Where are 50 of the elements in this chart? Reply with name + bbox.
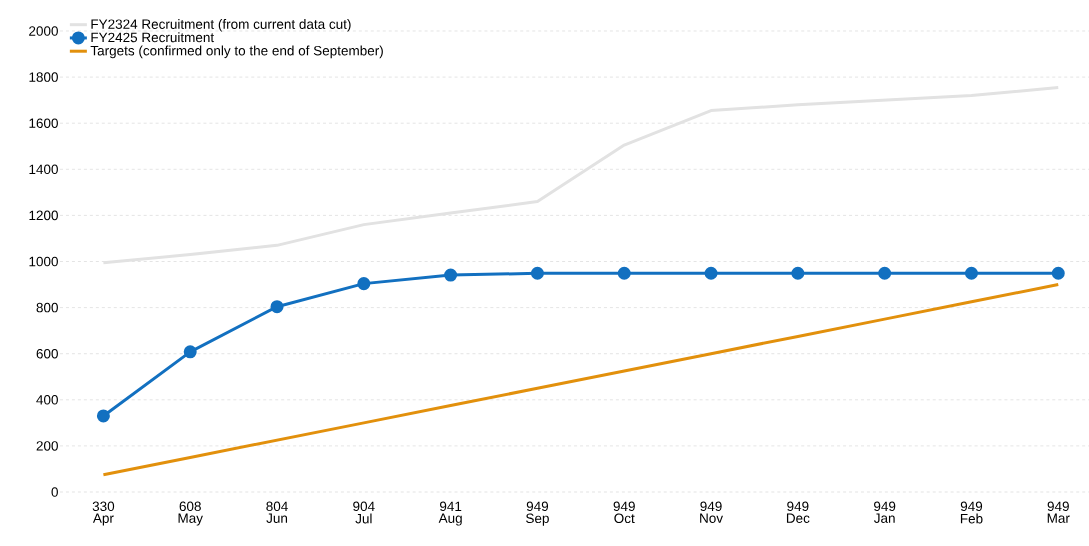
x-tick-label: Oct	[614, 513, 635, 524]
point	[270, 300, 284, 314]
data-label: 949	[700, 501, 722, 512]
point	[878, 266, 892, 280]
x-tick-label: Jul	[355, 513, 372, 524]
x-tick-label: Apr	[92, 513, 114, 526]
x-tick-label: Nov	[700, 513, 723, 523]
x-tick-label: Jan	[874, 513, 895, 523]
point	[183, 345, 197, 359]
point	[530, 266, 544, 280]
data-label: 804	[266, 501, 288, 512]
legend-label: FY2324 Recruitment (from current data cut)	[91, 19, 351, 32]
x-tick-label: Feb	[960, 513, 983, 524]
y-tick-label: 1000	[29, 256, 58, 267]
legend-label: Targets (confirmed only to the end of September)	[90, 45, 383, 59]
data-label: 949	[1047, 501, 1069, 512]
point	[964, 266, 978, 280]
y-tick-label: 1600	[29, 118, 58, 128]
x-tick-label: Sep	[526, 513, 549, 526]
data-label: 330	[92, 501, 115, 512]
data-label: 941	[440, 501, 462, 512]
data-label: 949	[787, 501, 809, 512]
y-tick-label: 1400	[29, 164, 58, 175]
y-tick-label: 600	[36, 348, 58, 359]
point	[1051, 266, 1065, 280]
y-tick-label: 0	[51, 487, 58, 497]
data-label: 949	[960, 501, 983, 512]
data-label: 949	[874, 501, 896, 512]
y-tick-label: 200	[36, 441, 58, 451]
legend-label: FY2425 Recruitment	[91, 32, 215, 43]
x-tick-label: Dec	[786, 513, 810, 523]
point	[444, 268, 458, 282]
point	[357, 277, 371, 291]
data-label: 904	[353, 501, 375, 512]
x-tick-label: Aug	[438, 513, 462, 526]
point	[704, 266, 718, 280]
data-label: 608	[179, 501, 201, 512]
data-label: 949	[613, 501, 635, 512]
point	[617, 266, 631, 280]
point	[791, 266, 805, 280]
y-tick-label: 2000	[29, 26, 58, 36]
y-tick-label: 800	[36, 302, 58, 313]
data-label: 949	[526, 501, 549, 512]
x-tick-label: May	[178, 513, 203, 526]
x-tick-label: Mar	[1047, 513, 1070, 523]
y-tick-label: 400	[36, 395, 58, 405]
y-tick-label: 1800	[29, 72, 58, 82]
point	[96, 409, 110, 423]
y-tick-label: 1200	[29, 210, 58, 221]
x-tick-label: Jun	[266, 513, 288, 523]
